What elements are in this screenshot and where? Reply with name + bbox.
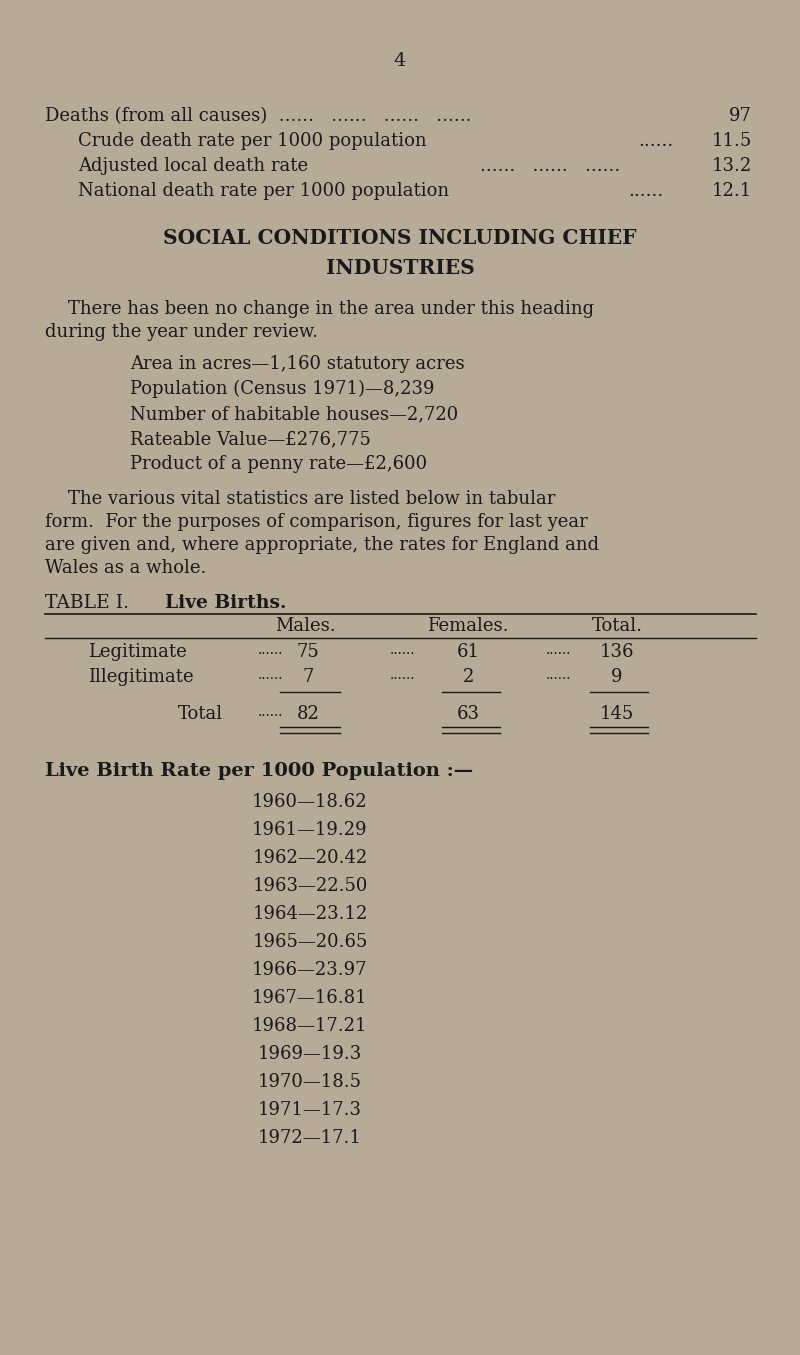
Text: Crude death rate per 1000 population: Crude death rate per 1000 population [78,131,426,150]
Text: TABLE I.: TABLE I. [45,593,129,612]
Text: 1971—17.3: 1971—17.3 [258,1102,362,1119]
Text: The various vital statistics are listed below in tabular: The various vital statistics are listed … [45,491,555,508]
Text: INDUSTRIES: INDUSTRIES [326,257,474,278]
Text: Live Birth Rate per 1000 Population :—: Live Birth Rate per 1000 Population :— [45,762,473,780]
Text: 1965—20.65: 1965—20.65 [252,934,368,951]
Text: Rateable Value—£276,775: Rateable Value—£276,775 [130,430,371,449]
Text: are given and, where appropriate, the rates for England and: are given and, where appropriate, the ra… [45,537,599,554]
Text: 1969—19.3: 1969—19.3 [258,1045,362,1064]
Text: SOCIAL CONDITIONS INCLUDING CHIEF: SOCIAL CONDITIONS INCLUDING CHIEF [163,228,637,248]
Text: 1970—18.5: 1970—18.5 [258,1073,362,1091]
Text: 2: 2 [462,668,474,686]
Text: National death rate per 1000 population: National death rate per 1000 population [78,182,449,201]
Text: 1967—16.81: 1967—16.81 [252,989,368,1007]
Text: 1960—18.62: 1960—18.62 [252,793,368,812]
Text: Adjusted local death rate: Adjusted local death rate [78,157,308,175]
Text: 97: 97 [729,107,752,125]
Text: 63: 63 [457,705,479,724]
Text: 82: 82 [297,705,319,724]
Text: ......: ...... [546,644,571,657]
Text: ......   ......   ......: ...... ...... ...... [480,157,620,175]
Text: 1968—17.21: 1968—17.21 [252,1018,368,1035]
Text: Product of a penny rate—£2,600: Product of a penny rate—£2,600 [130,455,427,473]
Text: 61: 61 [457,644,479,661]
Text: form.  For the purposes of comparison, figures for last year: form. For the purposes of comparison, fi… [45,514,588,531]
Text: Wales as a whole.: Wales as a whole. [45,560,206,577]
Text: 4: 4 [394,51,406,70]
Text: There has been no change in the area under this heading: There has been no change in the area und… [45,299,594,318]
Text: Population (Census 1971)—8,239: Population (Census 1971)—8,239 [130,379,434,398]
Text: ......: ...... [638,131,674,150]
Text: 1962—20.42: 1962—20.42 [252,850,368,867]
Text: Number of habitable houses—2,720: Number of habitable houses—2,720 [130,405,458,423]
Text: 12.1: 12.1 [712,182,752,201]
Text: Live Births.: Live Births. [152,593,286,612]
Text: Deaths (from all causes)  ......   ......   ......   ......: Deaths (from all causes) ...... ...... .… [45,107,471,125]
Text: 11.5: 11.5 [712,131,752,150]
Text: 1961—19.29: 1961—19.29 [252,821,368,839]
Text: 1963—22.50: 1963—22.50 [252,877,368,896]
Text: Total: Total [178,705,222,724]
Text: 75: 75 [297,644,319,661]
Text: ......: ...... [546,668,571,682]
Text: Illegitimate: Illegitimate [88,668,194,686]
Text: during the year under review.: during the year under review. [45,322,318,341]
Text: Males.: Males. [274,617,335,635]
Text: Legitimate: Legitimate [88,644,186,661]
Text: 7: 7 [302,668,314,686]
Text: ......: ...... [258,668,283,682]
Text: 1972—17.1: 1972—17.1 [258,1129,362,1146]
Text: ......: ...... [628,182,663,201]
Text: ......: ...... [258,705,283,720]
Text: 145: 145 [600,705,634,724]
Text: 1966—23.97: 1966—23.97 [252,961,368,980]
Text: ......: ...... [258,644,283,657]
Text: 136: 136 [600,644,634,661]
Text: 1964—23.12: 1964—23.12 [252,905,368,923]
Text: Total.: Total. [591,617,642,635]
Text: ......: ...... [390,644,415,657]
Text: 9: 9 [611,668,622,686]
Text: Area in acres—1,160 statutory acres: Area in acres—1,160 statutory acres [130,355,465,373]
Text: Females.: Females. [427,617,509,635]
Text: 13.2: 13.2 [712,157,752,175]
Text: ......: ...... [390,668,415,682]
